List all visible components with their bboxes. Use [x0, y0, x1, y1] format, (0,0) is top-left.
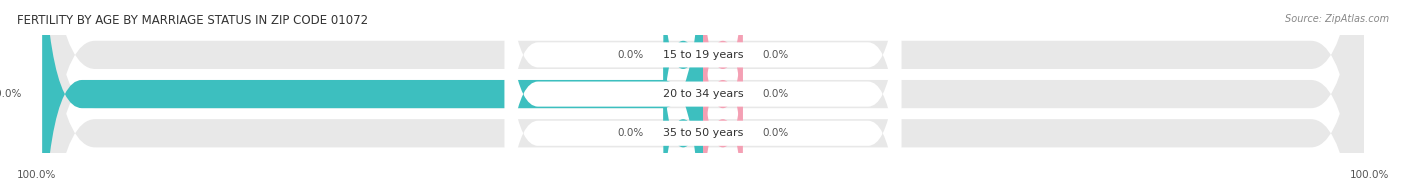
Text: 0.0%: 0.0%: [762, 89, 789, 99]
Text: 0.0%: 0.0%: [762, 128, 789, 138]
Text: 100.0%: 100.0%: [1350, 170, 1389, 180]
FancyBboxPatch shape: [664, 30, 703, 196]
FancyBboxPatch shape: [505, 0, 901, 196]
FancyBboxPatch shape: [42, 0, 1364, 196]
Text: 15 to 19 years: 15 to 19 years: [662, 50, 744, 60]
FancyBboxPatch shape: [505, 0, 901, 196]
Text: 100.0%: 100.0%: [0, 89, 22, 99]
Text: FERTILITY BY AGE BY MARRIAGE STATUS IN ZIP CODE 01072: FERTILITY BY AGE BY MARRIAGE STATUS IN Z…: [17, 14, 368, 27]
Text: 100.0%: 100.0%: [17, 170, 56, 180]
Text: 20 to 34 years: 20 to 34 years: [662, 89, 744, 99]
FancyBboxPatch shape: [42, 0, 1364, 196]
FancyBboxPatch shape: [703, 30, 742, 196]
FancyBboxPatch shape: [703, 0, 742, 158]
FancyBboxPatch shape: [42, 0, 1364, 196]
Text: Source: ZipAtlas.com: Source: ZipAtlas.com: [1285, 14, 1389, 24]
FancyBboxPatch shape: [703, 0, 742, 196]
FancyBboxPatch shape: [42, 0, 703, 196]
FancyBboxPatch shape: [505, 0, 901, 196]
Text: 0.0%: 0.0%: [617, 50, 644, 60]
Text: 0.0%: 0.0%: [617, 128, 644, 138]
FancyBboxPatch shape: [664, 0, 703, 158]
Text: 0.0%: 0.0%: [762, 50, 789, 60]
Text: 35 to 50 years: 35 to 50 years: [662, 128, 744, 138]
Legend: Married, Unmarried: Married, Unmarried: [630, 194, 776, 196]
